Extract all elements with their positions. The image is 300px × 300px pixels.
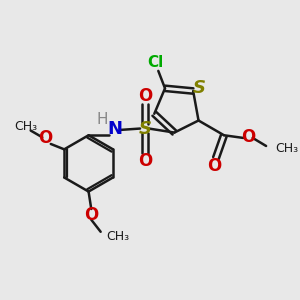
Text: O: O xyxy=(138,87,152,105)
Text: O: O xyxy=(242,128,256,146)
Text: CH₃: CH₃ xyxy=(275,142,298,155)
Text: CH₃: CH₃ xyxy=(106,230,129,243)
Text: O: O xyxy=(84,206,98,224)
Text: O: O xyxy=(207,157,221,175)
Text: CH₃: CH₃ xyxy=(14,120,37,133)
Text: S: S xyxy=(138,119,152,137)
Text: O: O xyxy=(38,129,52,147)
Text: S: S xyxy=(193,79,206,97)
Text: Cl: Cl xyxy=(148,56,164,70)
Text: N: N xyxy=(107,120,122,138)
Text: H: H xyxy=(96,112,108,127)
Text: O: O xyxy=(138,152,152,170)
